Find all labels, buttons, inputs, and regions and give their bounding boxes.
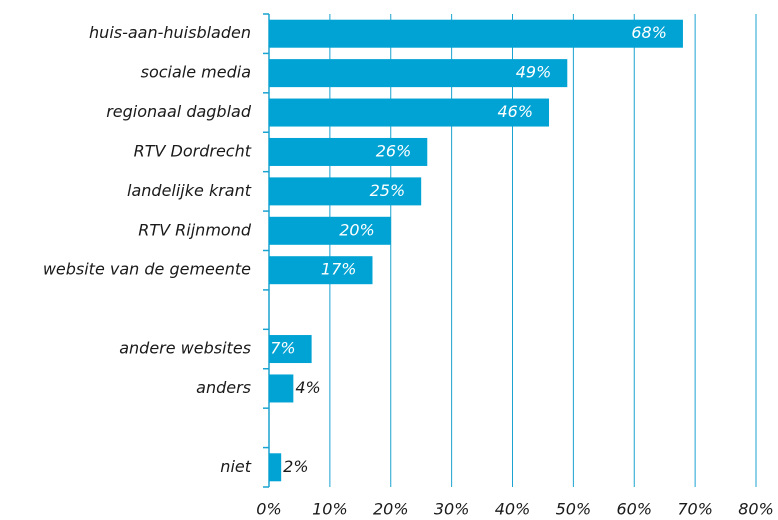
value-label: 17% [321, 260, 357, 279]
x-tick-label: 10% [312, 500, 348, 519]
bar [269, 137, 428, 166]
bar [269, 335, 312, 364]
y-tick-label: landelijke krant [127, 181, 252, 200]
bar [269, 19, 683, 48]
value-label: 46% [497, 102, 533, 121]
x-tick-label: 30% [434, 500, 470, 519]
y-tick-label: RTV Rijnmond [138, 220, 252, 239]
bar [269, 374, 294, 403]
bar [269, 453, 282, 482]
value-label: 2% [283, 457, 308, 476]
bar [269, 59, 568, 88]
bar [269, 216, 391, 245]
x-tick-label: 80% [738, 500, 774, 519]
value-label: 4% [295, 378, 320, 397]
y-tick-label: huis-aan-huisbladen [89, 23, 251, 42]
value-label: 7% [270, 339, 295, 358]
y-tick-label: regionaal dagblad [106, 102, 252, 121]
bar [269, 98, 550, 127]
x-tick-label: 0% [256, 500, 281, 519]
value-label: 68% [631, 23, 667, 42]
y-tick-label: andere websites [119, 339, 251, 358]
x-tick-label: 70% [677, 500, 713, 519]
y-tick-label: RTV Dordrecht [134, 141, 252, 160]
y-tick-label: anders [196, 378, 251, 397]
x-tick-label: 40% [495, 500, 531, 519]
value-label: 49% [516, 63, 552, 82]
x-tick-label: 50% [556, 500, 592, 519]
y-tick-label: sociale media [141, 63, 251, 82]
bar [269, 256, 373, 285]
value-label: 25% [370, 181, 406, 200]
y-tick-label: niet [220, 457, 251, 476]
y-tick-label: website van de gemeente [43, 260, 251, 279]
value-label: 26% [376, 141, 412, 160]
bar [269, 177, 422, 206]
value-label: 20% [339, 220, 375, 239]
x-tick-label: 60% [616, 500, 652, 519]
x-tick-label: 20% [373, 500, 409, 519]
